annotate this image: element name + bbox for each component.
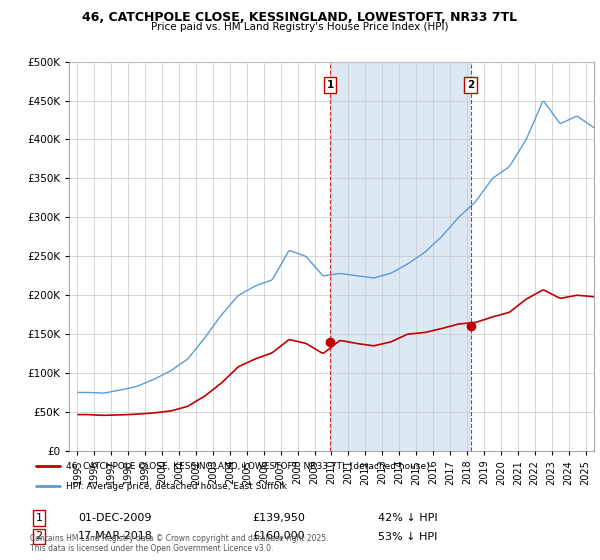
Text: 53% ↓ HPI: 53% ↓ HPI: [378, 531, 437, 542]
Bar: [330, 62, 470, 451]
Text: 2: 2: [35, 531, 43, 542]
Text: 1: 1: [35, 513, 43, 523]
Text: 01-DEC-2009: 01-DEC-2009: [78, 513, 151, 523]
Text: 17-MAR-2018: 17-MAR-2018: [78, 531, 153, 542]
Text: 1: 1: [326, 80, 334, 90]
Text: HPI: Average price, detached house, East Suffolk: HPI: Average price, detached house, East…: [66, 482, 287, 491]
Text: Contains HM Land Registry data © Crown copyright and database right 2025.
This d: Contains HM Land Registry data © Crown c…: [30, 534, 329, 553]
Text: £139,950: £139,950: [252, 513, 305, 523]
Text: 46, CATCHPOLE CLOSE, KESSINGLAND, LOWESTOFT, NR33 7TL (detached house): 46, CATCHPOLE CLOSE, KESSINGLAND, LOWEST…: [66, 461, 430, 470]
Text: 42% ↓ HPI: 42% ↓ HPI: [378, 513, 437, 523]
Text: 2: 2: [467, 80, 474, 90]
Text: Price paid vs. HM Land Registry's House Price Index (HPI): Price paid vs. HM Land Registry's House …: [151, 22, 449, 32]
Text: £160,000: £160,000: [252, 531, 305, 542]
Text: 46, CATCHPOLE CLOSE, KESSINGLAND, LOWESTOFT, NR33 7TL: 46, CATCHPOLE CLOSE, KESSINGLAND, LOWEST…: [82, 11, 518, 24]
